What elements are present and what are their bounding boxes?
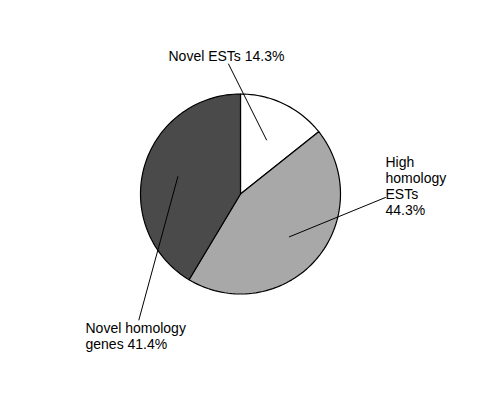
svg-text:HighhomologyESTs44.3%: HighhomologyESTs44.3% (386, 154, 447, 218)
svg-text:Novel ESTs 14.3%: Novel ESTs 14.3% (169, 48, 285, 64)
svg-text:Novel homologygenes 41.4%: Novel homologygenes 41.4% (86, 320, 186, 352)
